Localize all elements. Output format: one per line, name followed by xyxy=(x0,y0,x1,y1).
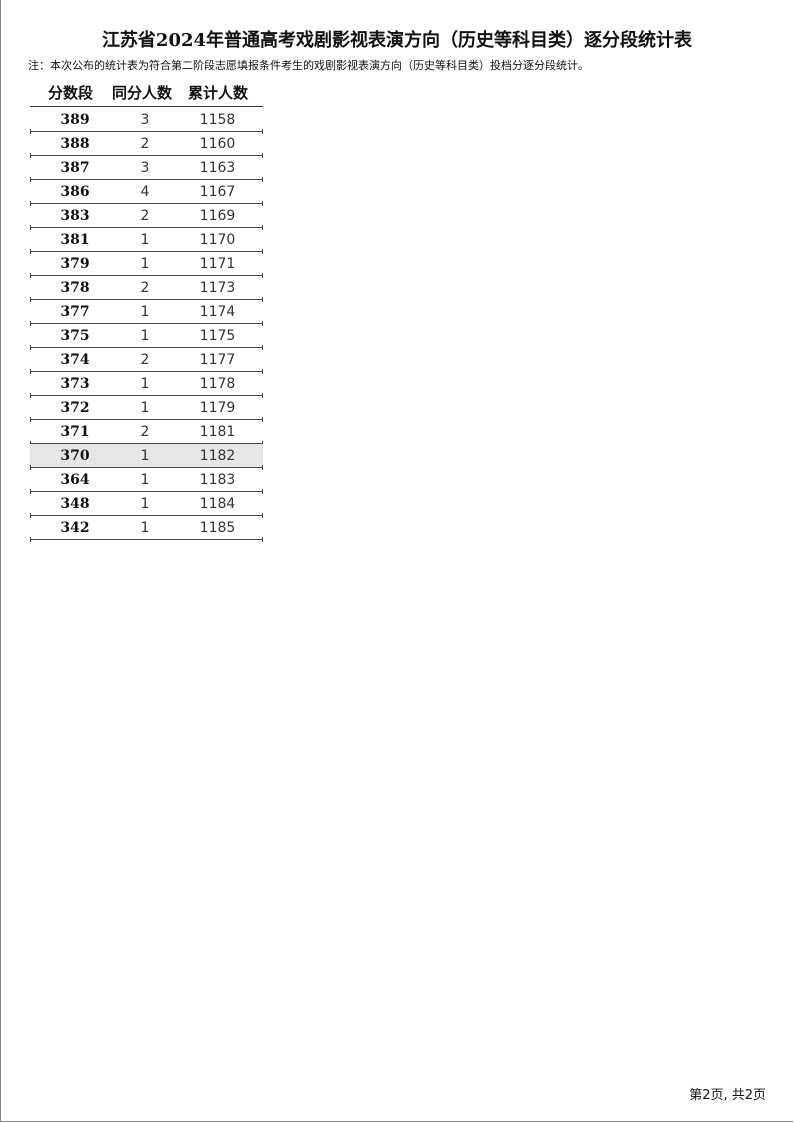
same-count-cell: 1 xyxy=(140,256,150,272)
score-cell: 348 xyxy=(60,496,90,512)
same-count-cell: 1 xyxy=(140,232,150,248)
table-row: 374 2 1177 xyxy=(30,348,263,374)
cumulative-cell: 1177 xyxy=(199,352,236,368)
table-row: 377 1 1174 xyxy=(30,300,263,326)
header-cumulative: 累计人数 xyxy=(188,84,249,102)
cumulative-cell: 1160 xyxy=(199,136,236,152)
table-row: 373 1 1178 xyxy=(30,372,263,398)
table-row: 342 1 1185 xyxy=(30,516,263,542)
score-cell: 383 xyxy=(60,208,90,224)
same-count-cell: 2 xyxy=(140,280,150,296)
cumulative-cell: 1184 xyxy=(199,496,236,512)
header-divider xyxy=(30,106,263,107)
page-footer: 第2页, 共2页 xyxy=(689,1088,766,1103)
table-row: 378 2 1173 xyxy=(30,276,263,302)
cumulative-cell: 1182 xyxy=(199,448,236,464)
table-row: 372 1 1179 xyxy=(30,396,263,422)
same-count-cell: 3 xyxy=(140,112,150,128)
row-divider xyxy=(30,393,263,398)
score-cell: 378 xyxy=(60,280,90,296)
score-cell: 371 xyxy=(60,424,90,440)
score-cell: 364 xyxy=(60,472,90,488)
row-divider xyxy=(30,345,263,350)
cumulative-cell: 1163 xyxy=(199,160,236,176)
table-row: 371 2 1181 xyxy=(30,420,263,446)
score-cell: 386 xyxy=(60,184,90,200)
score-cell: 373 xyxy=(60,376,90,392)
row-divider xyxy=(30,201,263,206)
row-divider xyxy=(30,177,263,182)
cumulative-cell: 1185 xyxy=(199,520,236,536)
cumulative-cell: 1171 xyxy=(199,256,236,272)
table-row: 379 1 1171 xyxy=(30,252,263,278)
cumulative-cell: 1167 xyxy=(199,184,236,200)
same-count-cell: 4 xyxy=(140,184,150,200)
row-divider xyxy=(30,537,263,542)
row-divider xyxy=(30,489,263,494)
same-count-cell: 3 xyxy=(140,160,150,176)
cumulative-cell: 1183 xyxy=(199,472,236,488)
same-count-cell: 2 xyxy=(140,136,150,152)
same-count-cell: 1 xyxy=(140,472,150,488)
score-cell: 388 xyxy=(60,136,90,152)
same-count-cell: 1 xyxy=(140,400,150,416)
score-cell: 377 xyxy=(60,304,90,320)
table-row: 381 1 1170 xyxy=(30,228,263,254)
same-count-cell: 1 xyxy=(140,304,150,320)
score-cell: 372 xyxy=(60,400,90,416)
row-divider xyxy=(30,417,263,422)
row-divider xyxy=(30,225,263,230)
cumulative-cell: 1175 xyxy=(199,328,236,344)
row-divider xyxy=(30,441,263,446)
same-count-cell: 1 xyxy=(140,448,150,464)
note: 注：本次公布的统计表为符合第二阶段志愿填报条件考生的戏剧影视表演方向（历史等科目… xyxy=(28,59,589,72)
table-row: 375 1 1175 xyxy=(30,324,263,350)
table-row: 388 2 1160 xyxy=(30,132,263,158)
row-divider xyxy=(30,321,263,326)
row-divider xyxy=(30,513,263,518)
row-divider xyxy=(30,465,263,470)
row-divider xyxy=(30,297,263,302)
table-row: 370 1 1182 xyxy=(30,444,263,470)
row-divider xyxy=(30,129,263,134)
cumulative-cell: 1174 xyxy=(199,304,236,320)
cumulative-cell: 1170 xyxy=(199,232,236,248)
same-count-cell: 1 xyxy=(140,328,150,344)
same-count-cell: 2 xyxy=(140,208,150,224)
score-cell: 387 xyxy=(60,160,90,176)
same-count-cell: 1 xyxy=(140,520,150,536)
score-cell: 381 xyxy=(60,232,90,248)
score-cell: 389 xyxy=(60,112,90,128)
cumulative-cell: 1169 xyxy=(199,208,236,224)
score-cell: 342 xyxy=(60,520,90,536)
same-count-cell: 2 xyxy=(140,352,150,368)
row-divider xyxy=(30,273,263,278)
page-title: 江苏省2024年普通高考戏剧影视表演方向（历史等科目类）逐分段统计表 xyxy=(101,30,693,51)
header-same: 同分人数 xyxy=(112,84,173,102)
cumulative-cell: 1179 xyxy=(199,400,236,416)
cumulative-cell: 1173 xyxy=(199,280,236,296)
table-row: 364 1 1183 xyxy=(30,468,263,494)
score-cell: 370 xyxy=(60,448,90,464)
score-cell: 375 xyxy=(60,328,90,344)
row-divider xyxy=(30,369,263,374)
header-score: 分数段 xyxy=(48,84,94,102)
table-row: 387 3 1163 xyxy=(30,156,263,182)
score-cell: 374 xyxy=(60,352,90,368)
table-row: 389 3 1158 xyxy=(30,108,263,134)
same-count-cell: 1 xyxy=(140,496,150,512)
same-count-cell: 1 xyxy=(140,376,150,392)
cumulative-cell: 1181 xyxy=(199,424,236,440)
cumulative-cell: 1178 xyxy=(199,376,236,392)
table-row: 383 2 1169 xyxy=(30,204,263,230)
table-row: 348 1 1184 xyxy=(30,492,263,518)
score-cell: 379 xyxy=(60,256,90,272)
row-divider xyxy=(30,153,263,158)
same-count-cell: 2 xyxy=(140,424,150,440)
row-divider xyxy=(30,249,263,254)
cumulative-cell: 1158 xyxy=(199,112,236,128)
table-row: 386 4 1167 xyxy=(30,180,263,206)
